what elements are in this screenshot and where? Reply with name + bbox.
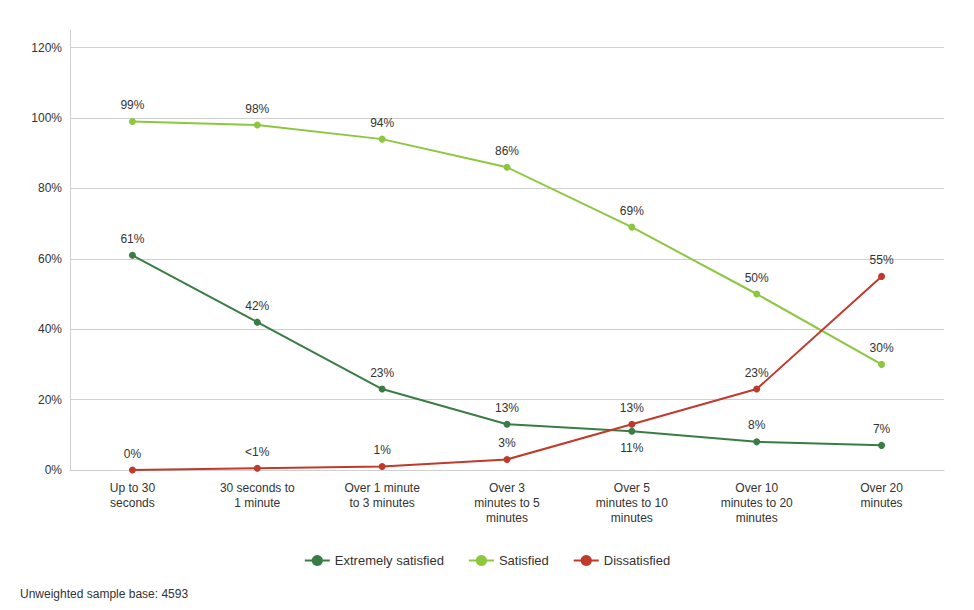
svg-text:Dissatisfied: Dissatisfied <box>604 553 670 568</box>
svg-text:30%: 30% <box>870 341 894 355</box>
svg-text:40%: 40% <box>38 322 62 336</box>
svg-text:11%: 11% <box>620 441 643 455</box>
svg-text:8%: 8% <box>748 418 766 432</box>
svg-text:<1%: <1% <box>245 445 270 459</box>
svg-text:1%: 1% <box>373 443 391 457</box>
svg-text:Up to 30: Up to 30 <box>110 481 156 495</box>
svg-text:minutes: minutes <box>736 511 778 525</box>
svg-text:minutes: minutes <box>861 496 903 510</box>
svg-text:7%: 7% <box>873 422 891 436</box>
svg-text:55%: 55% <box>870 253 894 267</box>
svg-text:Over 1 minute: Over 1 minute <box>344 481 420 495</box>
svg-text:30 seconds to: 30 seconds to <box>220 481 295 495</box>
svg-text:60%: 60% <box>38 252 62 266</box>
svg-text:99%: 99% <box>120 98 144 112</box>
svg-text:23%: 23% <box>370 366 394 380</box>
svg-text:13%: 13% <box>620 401 644 415</box>
svg-text:Over 5: Over 5 <box>614 481 650 495</box>
svg-text:80%: 80% <box>38 181 62 195</box>
svg-text:23%: 23% <box>745 366 769 380</box>
svg-text:Extremely satisfied: Extremely satisfied <box>335 553 444 568</box>
svg-text:120%: 120% <box>31 41 62 55</box>
svg-text:minutes: minutes <box>486 511 528 525</box>
svg-text:69%: 69% <box>620 204 644 218</box>
svg-text:Over 20: Over 20 <box>860 481 903 495</box>
svg-text:61%: 61% <box>120 232 144 246</box>
svg-text:minutes to 20: minutes to 20 <box>721 496 793 510</box>
svg-text:Over 3: Over 3 <box>489 481 525 495</box>
svg-text:0%: 0% <box>45 463 63 477</box>
svg-text:50%: 50% <box>745 271 769 285</box>
svg-text:100%: 100% <box>31 111 62 125</box>
svg-text:Over 10: Over 10 <box>735 481 778 495</box>
svg-text:minutes to 5: minutes to 5 <box>474 496 540 510</box>
svg-text:0%: 0% <box>124 447 142 461</box>
svg-text:seconds: seconds <box>110 496 155 510</box>
svg-text:minutes: minutes <box>611 511 653 525</box>
svg-text:Unweighted sample base: 4593: Unweighted sample base: 4593 <box>20 587 188 601</box>
svg-text:minutes to 10: minutes to 10 <box>596 496 668 510</box>
svg-text:to 3 minutes: to 3 minutes <box>349 496 414 510</box>
svg-text:42%: 42% <box>245 299 269 313</box>
svg-text:98%: 98% <box>245 102 269 116</box>
svg-text:1 minute: 1 minute <box>234 496 280 510</box>
svg-text:86%: 86% <box>495 144 519 158</box>
svg-text:Satisfied: Satisfied <box>499 553 549 568</box>
svg-text:94%: 94% <box>370 116 394 130</box>
svg-text:13%: 13% <box>495 401 519 415</box>
svg-text:20%: 20% <box>38 393 62 407</box>
svg-text:3%: 3% <box>498 436 516 450</box>
